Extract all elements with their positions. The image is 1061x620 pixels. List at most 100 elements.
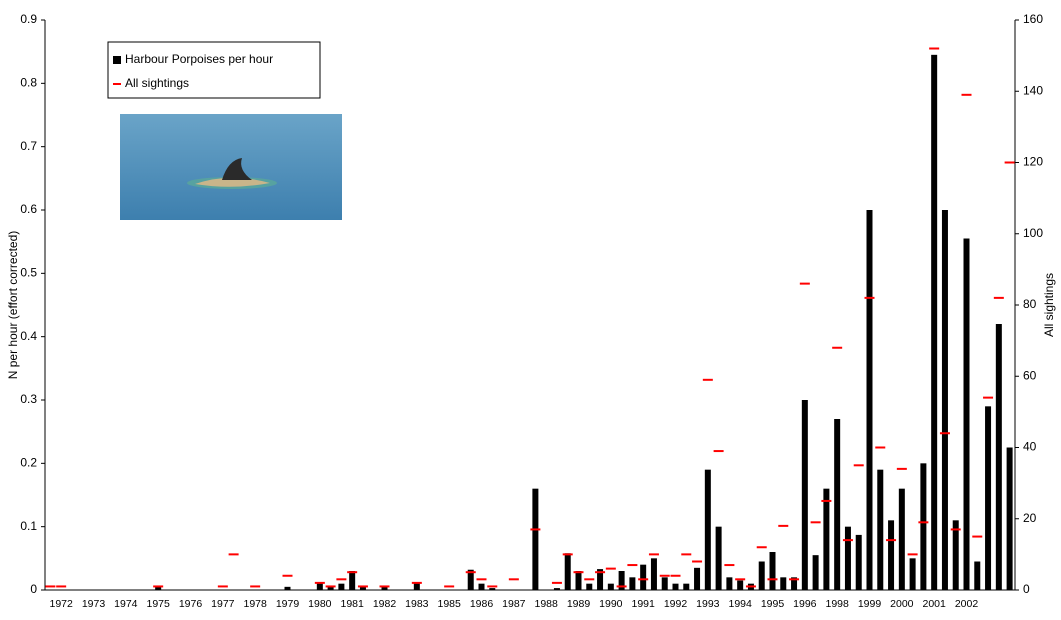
y-tick-label: 0.4 — [20, 329, 37, 343]
y-tick-label: 0.5 — [20, 266, 37, 280]
x-tick-label: 1996 — [793, 598, 817, 610]
bar — [715, 526, 722, 590]
x-tick-label: 1983 — [405, 598, 429, 610]
x-tick-label: 1991 — [631, 598, 655, 610]
bar — [532, 488, 539, 590]
x-tick-label: 1989 — [567, 598, 591, 610]
x-tick-label: 1976 — [179, 598, 203, 610]
y2-tick-label: 100 — [1023, 226, 1043, 240]
x-tick-label: 1994 — [728, 598, 752, 610]
legend-label: All sightings — [125, 76, 189, 90]
bar — [575, 571, 582, 590]
y2-tick-label: 20 — [1023, 511, 1037, 525]
bar — [985, 406, 992, 590]
bar — [413, 582, 420, 590]
bar — [478, 583, 485, 590]
x-tick-label: 1987 — [502, 598, 526, 610]
x-tick-label: 1977 — [211, 598, 235, 610]
bar — [607, 583, 614, 590]
bar — [650, 558, 657, 590]
bar — [952, 520, 959, 590]
x-tick-label: 1995 — [761, 598, 785, 610]
y-tick-label: 0 — [30, 582, 37, 596]
x-tick-label: 1999 — [858, 598, 882, 610]
y2-tick-label: 120 — [1023, 155, 1043, 169]
bar — [780, 577, 787, 590]
x-tick-label: 1998 — [825, 598, 849, 610]
bar — [834, 419, 841, 590]
bar — [629, 577, 636, 590]
bar — [909, 558, 916, 590]
bar — [338, 583, 345, 590]
bar — [995, 324, 1002, 590]
y2-tick-label: 160 — [1023, 12, 1043, 26]
bar — [866, 210, 873, 590]
y2-tick-label: 80 — [1023, 297, 1037, 311]
y-tick-label: 0.9 — [20, 12, 37, 26]
y2-tick-label: 0 — [1023, 582, 1030, 596]
x-tick-label: 1985 — [437, 598, 461, 610]
bar — [359, 586, 366, 590]
y-tick-label: 0.2 — [20, 456, 37, 470]
bar — [316, 582, 323, 590]
bar — [586, 583, 593, 590]
x-tick-label: 2000 — [890, 598, 914, 610]
bar — [683, 583, 690, 590]
bar — [963, 238, 970, 590]
bar — [931, 54, 938, 591]
bar — [553, 588, 560, 590]
x-tick-label: 1990 — [599, 598, 623, 610]
bar — [704, 469, 711, 590]
x-tick-label: 2002 — [955, 598, 979, 610]
bar — [769, 552, 776, 590]
bar — [823, 488, 830, 590]
bar — [327, 586, 334, 590]
bar — [812, 555, 819, 590]
bar — [467, 569, 474, 590]
legend-label: Harbour Porpoises per hour — [125, 52, 273, 66]
bar — [381, 586, 388, 590]
y-tick-label: 0.8 — [20, 76, 37, 90]
x-tick-label: 1982 — [373, 598, 397, 610]
bar — [920, 463, 927, 590]
bar — [661, 577, 668, 590]
legend-box — [107, 41, 321, 99]
y-axis-title: N per hour (effort corrected) — [6, 231, 20, 380]
bar — [489, 588, 496, 590]
photo — [120, 114, 342, 220]
bar — [155, 586, 162, 590]
y-tick-label: 0.1 — [20, 519, 37, 533]
y2-tick-label: 60 — [1023, 368, 1037, 382]
bar — [1006, 447, 1013, 590]
x-tick-label: 1980 — [308, 598, 332, 610]
bar — [888, 520, 895, 590]
x-tick-label: 1988 — [534, 598, 558, 610]
bar — [672, 583, 679, 590]
bar — [737, 580, 744, 590]
x-tick-label: 1974 — [114, 598, 138, 610]
y-tick-label: 0.3 — [20, 392, 37, 406]
y-tick-label: 0.7 — [20, 139, 37, 153]
x-tick-label: 1978 — [243, 598, 267, 610]
bar — [564, 553, 571, 590]
x-tick-label: 1993 — [696, 598, 720, 610]
bar — [941, 210, 948, 590]
bar — [974, 561, 981, 590]
bar — [284, 586, 291, 590]
x-tick-label: 1992 — [664, 598, 688, 610]
bar — [597, 569, 604, 590]
y2-tick-label: 140 — [1023, 83, 1043, 97]
x-tick-label: 1986 — [470, 598, 494, 610]
bar — [791, 577, 798, 590]
y2-tick-label: 40 — [1023, 440, 1037, 454]
x-tick-label: 2001 — [922, 598, 946, 610]
bar — [855, 534, 862, 590]
x-tick-label: 1979 — [276, 598, 300, 610]
bar — [898, 488, 905, 590]
bar — [877, 469, 884, 590]
bar — [726, 577, 733, 590]
bar — [801, 400, 808, 590]
bar — [618, 571, 625, 590]
x-tick-label: 1981 — [340, 598, 364, 610]
